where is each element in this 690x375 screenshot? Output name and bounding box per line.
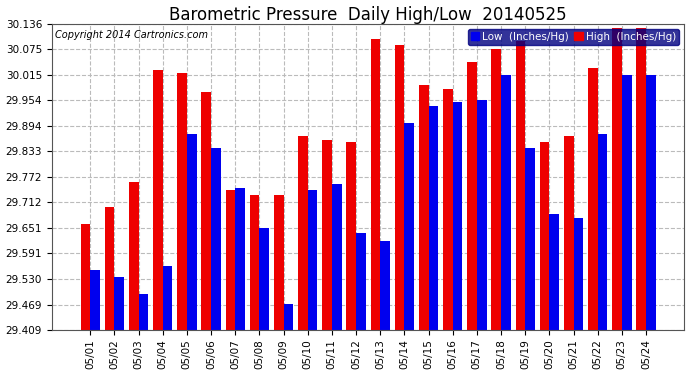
Bar	[467, 62, 477, 330]
Bar	[105, 207, 115, 330]
Bar	[139, 294, 148, 330]
Bar	[284, 304, 293, 330]
Bar	[622, 75, 631, 330]
Bar	[564, 136, 573, 330]
Bar	[404, 123, 414, 330]
Bar	[356, 232, 366, 330]
Bar	[443, 89, 453, 330]
Bar	[129, 182, 139, 330]
Bar	[380, 241, 390, 330]
Bar	[371, 39, 380, 330]
Bar	[501, 75, 511, 330]
Legend: Low  (Inches/Hg), High  (Inches/Hg): Low (Inches/Hg), High (Inches/Hg)	[468, 29, 679, 45]
Bar	[163, 266, 172, 330]
Bar	[598, 134, 607, 330]
Bar	[346, 142, 356, 330]
Bar	[332, 184, 342, 330]
Bar	[515, 41, 525, 330]
Bar	[250, 195, 259, 330]
Bar	[115, 277, 124, 330]
Bar	[226, 190, 235, 330]
Bar	[646, 75, 656, 330]
Bar	[636, 28, 646, 330]
Text: Copyright 2014 Cartronics.com: Copyright 2014 Cartronics.com	[55, 30, 208, 40]
Bar	[491, 50, 501, 330]
Bar	[612, 28, 622, 330]
Bar	[395, 45, 404, 330]
Bar	[428, 106, 438, 330]
Bar	[81, 224, 90, 330]
Bar	[90, 270, 100, 330]
Bar	[308, 190, 317, 330]
Bar	[588, 68, 598, 330]
Bar	[573, 218, 583, 330]
Bar	[235, 188, 245, 330]
Bar	[453, 102, 462, 330]
Bar	[259, 228, 269, 330]
Bar	[540, 142, 549, 330]
Bar	[549, 214, 559, 330]
Bar	[177, 73, 187, 330]
Bar	[298, 136, 308, 330]
Bar	[477, 100, 486, 330]
Bar	[525, 148, 535, 330]
Bar	[274, 195, 284, 330]
Bar	[153, 70, 163, 330]
Bar	[419, 85, 428, 330]
Title: Barometric Pressure  Daily High/Low  20140525: Barometric Pressure Daily High/Low 20140…	[169, 6, 567, 24]
Bar	[201, 92, 211, 330]
Bar	[322, 140, 332, 330]
Bar	[211, 148, 221, 330]
Bar	[187, 134, 197, 330]
